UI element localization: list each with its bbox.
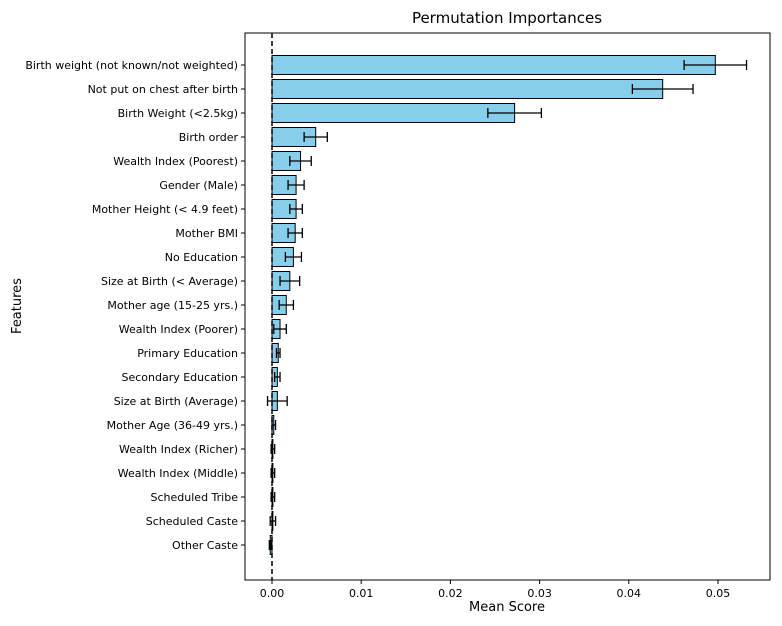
y-tick-label: Wealth Index (Poorest) — [113, 155, 238, 168]
error-bar — [631, 84, 694, 94]
error-bar — [683, 60, 748, 70]
error-bar — [303, 132, 328, 142]
y-tick-label: Scheduled Caste — [146, 515, 238, 528]
y-tick-label: Mother Height (< 4.9 feet) — [92, 203, 238, 216]
y-tick-label: Birth order — [179, 131, 239, 144]
bar — [271, 103, 516, 123]
error-bar — [487, 108, 543, 118]
error-bar — [266, 396, 288, 406]
error-bar — [284, 252, 303, 262]
y-tick-label: Gender (Male) — [159, 179, 238, 192]
x-tick-label: 0.01 — [349, 587, 374, 600]
error-bar — [268, 540, 272, 550]
y-tick-label: Other Caste — [172, 539, 238, 552]
y-axis-ticks: Birth weight (not known/not weighted) Not… — [25, 59, 245, 552]
x-tick-label: 0.00 — [260, 587, 285, 600]
error-bar — [287, 180, 305, 190]
y-tick-label: Secondary Education — [121, 371, 238, 384]
y-tick-label: Not put on chest after birth — [88, 83, 238, 96]
y-tick-label: Size at Birth (< Average) — [101, 275, 238, 288]
x-axis-label: Mean Score — [469, 600, 545, 615]
y-tick-label: Wealth Index (Poorer) — [119, 323, 238, 336]
error-bar — [274, 372, 281, 382]
y-tick-label: Wealth Index (Richer) — [119, 443, 238, 456]
x-axis-ticks: 0.00 0.01 0.02 0.03 0.04 0.05 — [260, 580, 731, 600]
bar — [271, 79, 664, 99]
y-tick-label: Scheduled Tribe — [151, 491, 239, 504]
y-tick-label: Birth Weight (<2.5kg) — [118, 107, 238, 120]
error-bar — [278, 300, 295, 310]
x-tick-label: 0.05 — [706, 587, 731, 600]
y-tick-label: Wealth Index (Middle) — [118, 467, 238, 480]
y-tick-label: Mother Age (36-49 yrs.) — [107, 419, 238, 432]
x-tick-label: 0.03 — [527, 587, 552, 600]
error-bar — [287, 228, 303, 238]
y-tick-label: Primary Education — [137, 347, 238, 360]
y-tick-label: No Education — [165, 251, 238, 264]
error-bar — [289, 204, 303, 214]
x-tick-label: 0.02 — [438, 587, 463, 600]
x-tick-label: 0.04 — [617, 587, 642, 600]
y-tick-label: Size at Birth (Average) — [114, 395, 238, 408]
bar — [271, 55, 716, 75]
error-bar — [269, 516, 277, 526]
error-bar — [289, 156, 312, 166]
y-tick-label: Birth weight (not known/not weighted) — [25, 59, 238, 72]
error-bars-layer — [266, 60, 748, 550]
error-bar — [275, 348, 281, 358]
y-tick-label: Mother age (15-25 yrs.) — [107, 299, 238, 312]
y-tick-label: Mother BMI — [175, 227, 238, 240]
chart-title: Permutation Importances — [412, 9, 602, 27]
error-bar — [279, 276, 301, 286]
plot-frame — [244, 32, 771, 581]
y-axis-label: Features — [10, 278, 25, 334]
error-bar — [273, 324, 287, 334]
